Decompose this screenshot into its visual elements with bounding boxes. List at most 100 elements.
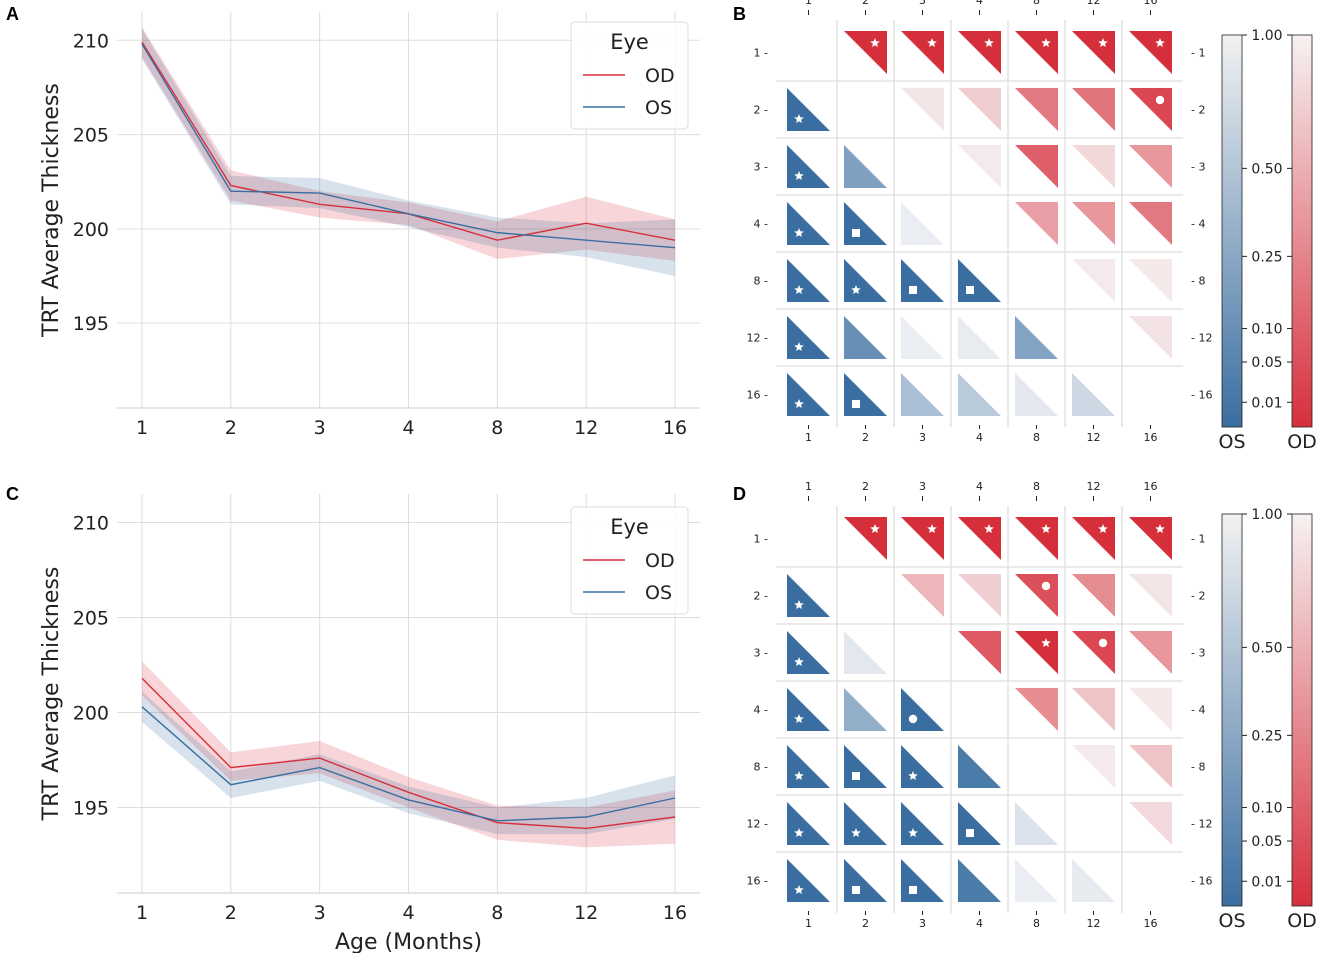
colorbar-tick-label: 0.50 [1251,640,1282,656]
star-marker [794,228,804,237]
matrix-top-label: 1 [805,480,812,493]
matrix-left-label: 8 - [754,761,768,774]
matrix-right-label: - 4 [1191,704,1205,717]
os-cell-3-1 [787,145,830,188]
matrix-right-label: - 1 [1191,533,1205,546]
os-cell-16-3 [901,373,944,416]
legend-title: Eye [610,515,649,539]
series-line-od [141,677,676,830]
matrix-left-label: 4 - [754,704,768,717]
colorbar-label-od: OD [1287,431,1317,453]
star-marker [1155,38,1165,47]
od-cell-2-3 [901,574,944,617]
matrix-top-label: 4 [976,0,983,7]
legend-title: Eye [610,30,649,54]
od-cell-4-16 [1129,202,1172,245]
square-marker [852,229,860,237]
x-tick-label: 1 [136,417,148,439]
star-marker [1041,38,1051,47]
colorbar-label-os: OS [1218,910,1245,932]
y-tick-label: 200 [73,219,109,241]
matrix-bottom-label: 12 [1087,431,1101,444]
od-cell-1-3 [901,517,944,560]
os-cell-8-3 [901,259,944,302]
y-tick-label: 205 [73,125,109,147]
square-marker [909,286,917,294]
star-marker [794,114,804,123]
od-cell-1-4 [958,31,1001,74]
matrix-top-label: 12 [1087,0,1101,7]
x-tick-label: 12 [574,902,598,924]
od-cell-3-8 [1015,145,1058,188]
colorbar-label-os: OS [1218,431,1245,453]
y-tick-label: 210 [73,30,109,52]
matrix-top-label: 2 [862,480,869,493]
os-cell-4-3 [901,202,944,245]
square-marker [966,829,974,837]
matrix-bottom-label: 2 [862,431,869,444]
x-tick-label: 8 [491,902,503,924]
colorbar-label-od: OD [1287,910,1317,932]
matrix-bottom-label: 1 [805,917,812,930]
os-cell-2-1 [787,88,830,131]
od-cell-2-16 [1129,574,1172,617]
os-cell-8-1 [787,259,830,302]
matrix-left-label: 1 - [754,533,768,546]
matrix-bottom-label: 3 [919,917,926,930]
od-cell-2-16 [1129,88,1172,131]
panel-label-b: B [733,4,746,24]
square-marker [852,886,860,894]
circle-marker [1155,95,1165,105]
od-cell-1-3 [901,31,944,74]
x-tick-label: 4 [402,417,414,439]
x-tick-label: 8 [491,417,503,439]
os-cell-16-4 [958,373,1001,416]
x-tick-label: 12 [574,417,598,439]
colorbar-tick-label: 0.10 [1251,801,1282,817]
os-cell-8-4 [958,259,1001,302]
matrix-bottom-label: 4 [976,431,983,444]
square-marker [852,400,860,408]
os-cell-16-8 [1015,373,1058,416]
od-cell-4-8 [1015,202,1058,245]
matrix-top-label: 16 [1144,0,1158,7]
series-line-os [141,706,676,822]
matrix-left-label: 16 - [747,875,768,888]
star-marker [851,285,861,294]
od-cell-3-8 [1015,631,1058,674]
star-marker [1041,638,1051,647]
legend-label-os: OS [645,582,672,604]
os-cell-4-1 [787,688,830,731]
od-cell-2-12 [1072,88,1115,131]
legend-box [570,506,689,615]
star-marker [794,885,804,894]
matrix-left-label: 3 - [754,647,768,660]
matrix-right-label: - 12 [1191,818,1212,831]
matrix-right-label: - 8 [1191,275,1205,288]
od-cell-12-16 [1129,802,1172,845]
star-marker [1155,524,1165,533]
os-cell-3-2 [844,145,887,188]
panel-label-c: C [6,484,19,504]
matrix-bottom-label: 3 [919,431,926,444]
y-tick-label: 210 [73,513,109,535]
matrix-right-label: - 12 [1191,332,1212,345]
os-cell-16-12 [1072,373,1115,416]
matrix-left-label: 12 - [747,818,768,831]
os-cell-12-1 [787,316,830,359]
star-marker [908,771,918,780]
os-cell-3-1 [787,631,830,674]
od-cell-3-16 [1129,145,1172,188]
matrix-top-label: 12 [1087,480,1101,493]
star-marker [927,38,937,47]
star-marker [794,285,804,294]
x-axis-label: Age (Months) [335,930,482,953]
os-cell-4-2 [844,688,887,731]
matrix-left-label: 12 - [747,332,768,345]
panel-label-d: D [733,484,746,504]
os-cell-4-3 [901,688,944,731]
star-marker [851,828,861,837]
od-cell-1-8 [1015,517,1058,560]
od-cell-8-12 [1072,745,1115,788]
